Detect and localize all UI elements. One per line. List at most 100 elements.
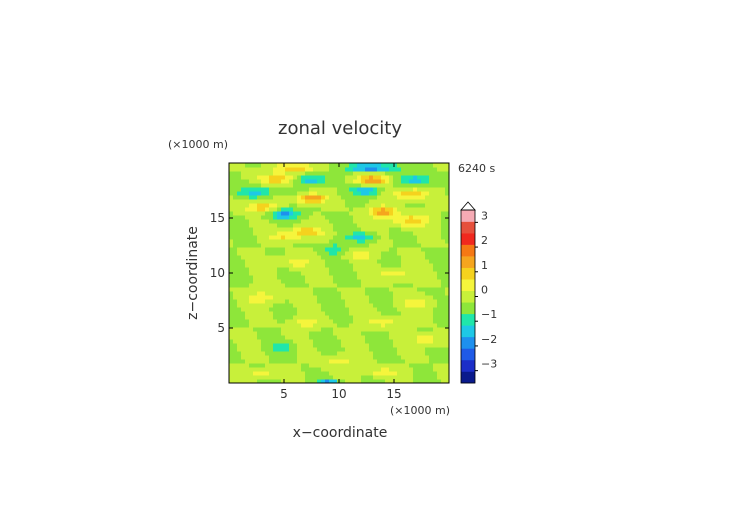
heatmap-cell — [397, 239, 402, 244]
heatmap-cell — [241, 219, 246, 224]
heatmap-cell — [381, 279, 386, 284]
heatmap-cell — [349, 351, 354, 356]
heatmap-cell — [265, 287, 270, 292]
heatmap-cell — [269, 179, 274, 184]
heatmap-cell — [377, 235, 382, 240]
heatmap-cell — [389, 163, 394, 168]
heatmap-cell — [313, 191, 318, 196]
heatmap-cell — [389, 215, 394, 220]
heatmap-cell — [325, 255, 330, 260]
heatmap-cell — [393, 307, 398, 312]
heatmap-cell — [317, 191, 322, 196]
heatmap-cell — [393, 339, 398, 344]
heatmap-cell — [233, 379, 238, 384]
heatmap-cell — [373, 263, 378, 268]
heatmap-cell — [241, 355, 246, 360]
heatmap-cell — [441, 379, 446, 384]
heatmap-cell — [281, 335, 286, 340]
heatmap-cell — [305, 167, 310, 172]
heatmap-cell — [433, 195, 438, 200]
heatmap-cell — [397, 187, 402, 192]
heatmap-cell — [365, 259, 370, 264]
heatmap-cell — [313, 287, 318, 292]
heatmap-cell — [285, 267, 290, 272]
heatmap-cell — [333, 191, 338, 196]
heatmap-cell — [317, 271, 322, 276]
heatmap-cell — [237, 219, 242, 224]
heatmap-cell — [417, 375, 422, 380]
heatmap-cell — [341, 311, 346, 316]
heatmap-cell — [357, 191, 362, 196]
heatmap-cell — [341, 327, 346, 332]
heatmap-cell — [361, 295, 366, 300]
heatmap-cell — [429, 315, 434, 320]
heatmap-cell — [285, 271, 290, 276]
heatmap-cell — [297, 175, 302, 180]
colorbar-swatch — [461, 348, 475, 361]
heatmap-cell — [349, 307, 354, 312]
heatmap-cell — [285, 199, 290, 204]
heatmap-cell — [373, 291, 378, 296]
heatmap-cell — [401, 319, 406, 324]
heatmap-cell — [273, 351, 278, 356]
heatmap-cell — [337, 183, 342, 188]
heatmap-cell — [237, 287, 242, 292]
colorbar-tick-label: 1 — [481, 259, 488, 272]
heatmap-cell — [285, 339, 290, 344]
heatmap-cell — [397, 303, 402, 308]
heatmap-cell — [429, 279, 434, 284]
heatmap-cell — [293, 315, 298, 320]
heatmap-cell — [269, 279, 274, 284]
heatmap-cell — [281, 327, 286, 332]
heatmap-cell — [233, 171, 238, 176]
heatmap-cell — [377, 295, 382, 300]
heatmap-cell — [237, 347, 242, 352]
colorbar-swatch — [461, 221, 475, 234]
heatmap-cell — [293, 247, 298, 252]
heatmap-cell — [445, 267, 450, 272]
heatmap-cell — [361, 327, 366, 332]
heatmap-cell — [413, 311, 418, 316]
heatmap-cell — [269, 375, 274, 380]
heatmap-cell — [377, 367, 382, 372]
heatmap-cell — [293, 235, 298, 240]
colorbar-swatch — [461, 267, 475, 280]
heatmap-cell — [345, 327, 350, 332]
heatmap-cell — [437, 335, 442, 340]
heatmap-cell — [253, 287, 258, 292]
heatmap-cell — [325, 283, 330, 288]
heatmap-cell — [317, 259, 322, 264]
x-tick-label: 5 — [280, 387, 288, 401]
heatmap-cell — [417, 255, 422, 260]
heatmap-cell — [429, 183, 434, 188]
heatmap-cell — [233, 371, 238, 376]
heatmap-cell — [265, 195, 270, 200]
heatmap-cell — [309, 283, 314, 288]
heatmap-cell — [409, 235, 414, 240]
heatmap-cell — [421, 347, 426, 352]
heatmap-cell — [417, 303, 422, 308]
heatmap-cell — [233, 303, 238, 308]
colorbar-tick-label: 3 — [481, 209, 488, 222]
heatmap-cell — [409, 211, 414, 216]
heatmap-cell — [253, 183, 258, 188]
heatmap-cell — [357, 247, 362, 252]
heatmap-cell — [353, 271, 358, 276]
heatmap-cell — [297, 207, 302, 212]
heatmap-cell — [333, 179, 338, 184]
heatmap-cell — [417, 323, 422, 328]
heatmap-cell — [309, 295, 314, 300]
heatmap-cell — [337, 295, 342, 300]
heatmap-cell — [297, 359, 302, 364]
heatmap-cell — [445, 211, 450, 216]
heatmap-cell — [349, 371, 354, 376]
heatmap-cell — [233, 243, 238, 248]
heatmap-cell — [253, 311, 258, 316]
heatmap-cell — [433, 347, 438, 352]
heatmap-cell — [365, 167, 370, 172]
heatmap-cell — [409, 299, 414, 304]
heatmap-cell — [349, 207, 354, 212]
heatmap-cell — [305, 191, 310, 196]
heatmap-cell — [253, 267, 258, 272]
heatmap-cell — [441, 331, 446, 336]
